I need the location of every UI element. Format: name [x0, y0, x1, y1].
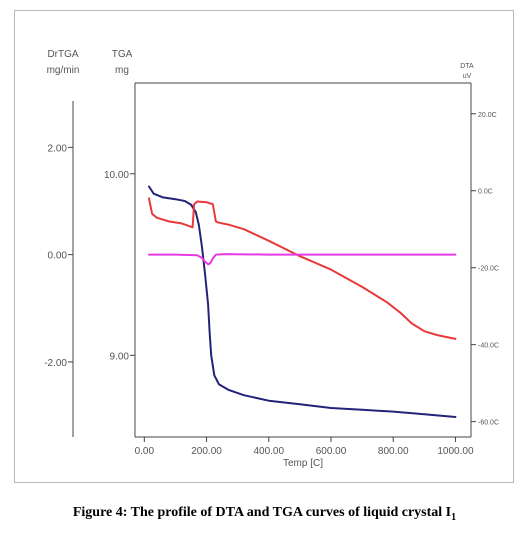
series-line-tga — [148, 185, 457, 418]
series-line-dta — [148, 197, 457, 340]
tga-tick-label: 10.00 — [104, 170, 129, 181]
figure-caption: Figure 4: The profile of DTA and TGA cur… — [0, 505, 529, 523]
chart-canvas: DrTGA mg/min TGA mg DTA uV Temp [C] 0.00… — [44, 49, 499, 469]
dta-tick-label: -40.0C — [478, 343, 499, 350]
x-tick-label: 600.00 — [316, 446, 347, 457]
drtga-axis-unit: mg/min — [47, 65, 80, 76]
dta-axis-unit: uV — [463, 73, 472, 80]
caption-subscript: 1 — [451, 511, 457, 523]
drtga-tick-label: 2.00 — [48, 143, 68, 154]
caption-text: Figure 4: The profile of DTA and TGA cur… — [72, 505, 452, 520]
x-axis-title: Temp [C] — [283, 458, 323, 469]
dta-axis-title: DTA — [460, 63, 474, 70]
tga-axis-title: TGA — [112, 49, 133, 60]
tga-axis-unit: mg — [115, 65, 129, 76]
dta-tick-label: -20.0C — [478, 266, 499, 273]
dta-tick-label: 0.0C — [478, 189, 493, 196]
series-line-drtga — [148, 253, 457, 266]
chart-frame: DrTGA mg/min TGA mg DTA uV Temp [C] 0.00… — [14, 10, 514, 483]
x-tick-label: 1000.00 — [437, 446, 474, 457]
x-tick-label: 400.00 — [253, 446, 284, 457]
x-tick-label: 0.00 — [135, 446, 155, 457]
tga-tick-label: 9.00 — [110, 351, 130, 362]
x-tick-label: 800.00 — [378, 446, 409, 457]
x-tick-label: 200.00 — [191, 446, 222, 457]
drtga-tick-label: -2.00 — [44, 358, 67, 369]
dta-tick-label: -60.0C — [478, 420, 499, 427]
drtga-tick-label: 0.00 — [48, 251, 68, 262]
drtga-axis-title: DrTGA — [47, 49, 78, 60]
chart-marks: 0.00 200.00 400.00 600.00 800.00 1000.00 2.00 0… — [44, 112, 499, 457]
dta-tick-label: 20.0C — [478, 112, 497, 119]
